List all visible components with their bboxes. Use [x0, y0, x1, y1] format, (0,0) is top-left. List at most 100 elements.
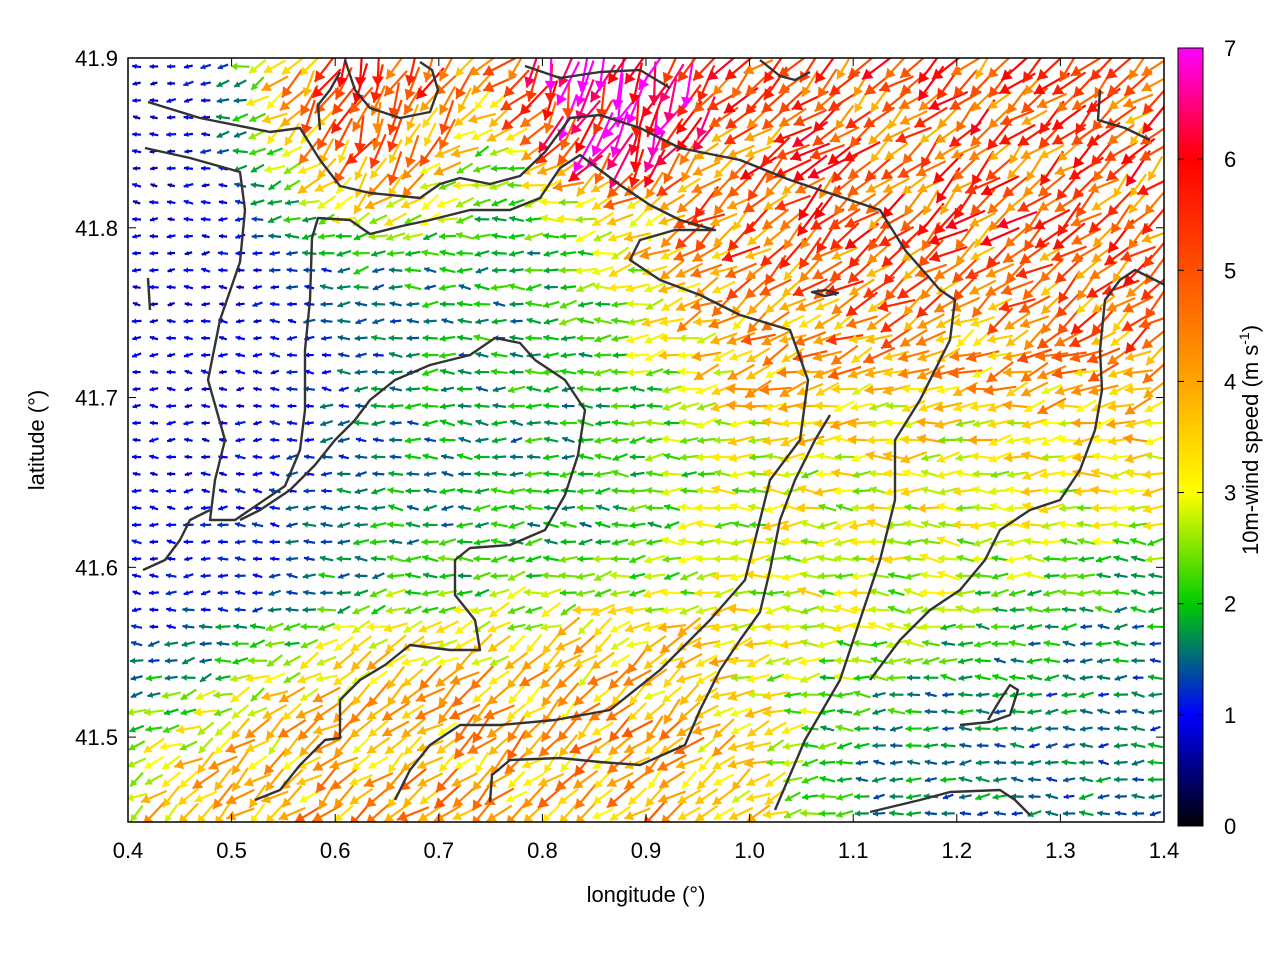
wind-arrow [233, 79, 247, 88]
wind-arrow [474, 402, 490, 410]
wind-arrow [441, 522, 454, 528]
wind-arrow [1061, 623, 1077, 631]
wind-arrow [269, 318, 280, 324]
wind-arrow [472, 233, 491, 241]
wind-arrow [903, 587, 925, 598]
wind-arrow [1114, 759, 1128, 766]
wind-arrow [269, 471, 280, 477]
wind-arrow [297, 755, 322, 770]
wind-arrow [1144, 435, 1164, 446]
wind-arrow [848, 278, 875, 296]
wind-arrow [473, 538, 491, 546]
wind-arrow [1062, 640, 1076, 647]
wind-arrow [473, 571, 491, 581]
wind-arrow [906, 810, 922, 818]
wind-arrow [574, 196, 597, 209]
wind-arrow [524, 266, 543, 274]
wind-arrow [354, 369, 368, 376]
wind-arrow [336, 368, 351, 375]
wind-arrow [183, 420, 194, 426]
wind-arrow [166, 233, 176, 239]
wind-arrow [472, 164, 491, 173]
wind-arrow [333, 636, 354, 652]
wind-arrow [456, 487, 473, 495]
wind-arrow [833, 486, 857, 496]
wind-arrow [1096, 776, 1112, 784]
wind-arrow [594, 334, 612, 343]
wind-arrow [132, 131, 142, 137]
wind-arrow [457, 419, 473, 426]
wind-arrow [231, 749, 250, 776]
wind-arrow [143, 708, 165, 717]
wind-arrow [577, 418, 594, 427]
wind-arrow [729, 349, 753, 361]
wind-arrow [473, 300, 491, 308]
wind-arrow [217, 63, 229, 70]
colorbar-tick-label: 0 [1224, 814, 1236, 839]
wind-arrow [542, 300, 560, 309]
wind-arrow [801, 775, 819, 784]
wind-arrow [1113, 725, 1128, 732]
wind-arrow [1002, 367, 1032, 378]
wind-arrow [543, 487, 559, 495]
wind-arrow [384, 653, 407, 668]
x-tick-label: 0.5 [216, 838, 247, 863]
wind-arrow [621, 719, 654, 738]
wind-arrow [253, 420, 262, 426]
wind-arrow [285, 556, 299, 562]
wind-arrow [558, 555, 578, 564]
wind-arrow [851, 656, 873, 665]
wind-arrow [510, 436, 523, 444]
wind-arrow [560, 335, 576, 342]
wind-arrow [405, 352, 420, 359]
wind-arrow [132, 471, 141, 477]
wind-arrow [366, 650, 391, 671]
wind-arrow [217, 250, 229, 256]
wind-arrow [300, 623, 319, 631]
wind-arrow [1113, 555, 1129, 562]
wind-arrow [607, 231, 633, 243]
x-tick-label: 0.6 [320, 838, 351, 863]
wind-arrow [418, 620, 443, 633]
wind-arrow [132, 437, 141, 443]
wind-arrow [368, 638, 389, 650]
wind-arrow [1043, 606, 1061, 614]
wind-arrow [1037, 365, 1067, 380]
wind-arrow [509, 301, 524, 308]
wind-arrow [439, 572, 456, 580]
wind-arrow [218, 199, 228, 205]
wind-arrow [337, 470, 351, 478]
wind-arrow [559, 232, 577, 240]
wind-arrow [577, 249, 594, 257]
wind-arrow [678, 418, 700, 427]
wind-arrow [992, 673, 1008, 682]
wind-arrow [166, 522, 177, 528]
wind-arrow [645, 367, 664, 377]
wind-arrow [590, 651, 615, 670]
wind-arrow [886, 657, 907, 666]
wind-arrow [1027, 589, 1042, 597]
wind-arrow [766, 589, 785, 597]
wind-arrow [936, 385, 960, 395]
wind-arrow [975, 793, 991, 801]
wind-arrow [320, 504, 333, 511]
wind-arrow [766, 758, 785, 767]
wind-arrow [712, 225, 735, 248]
wind-arrow [355, 318, 368, 325]
wind-arrow [764, 365, 787, 379]
wind-arrow [295, 704, 324, 719]
wind-arrow [509, 334, 524, 342]
wind-arrow [386, 249, 405, 258]
wind-arrow [388, 334, 403, 342]
wind-arrow [647, 385, 663, 393]
wind-arrow [317, 622, 336, 632]
wind-arrow [456, 214, 474, 224]
wind-arrow [166, 505, 176, 511]
wind-arrow [438, 606, 457, 615]
wind-arrow [354, 386, 369, 393]
wind-arrow [1078, 555, 1095, 563]
wind-arrow [889, 793, 904, 800]
wind-arrow [252, 250, 263, 256]
wind-arrow [509, 267, 524, 274]
wind-arrow [149, 505, 159, 511]
